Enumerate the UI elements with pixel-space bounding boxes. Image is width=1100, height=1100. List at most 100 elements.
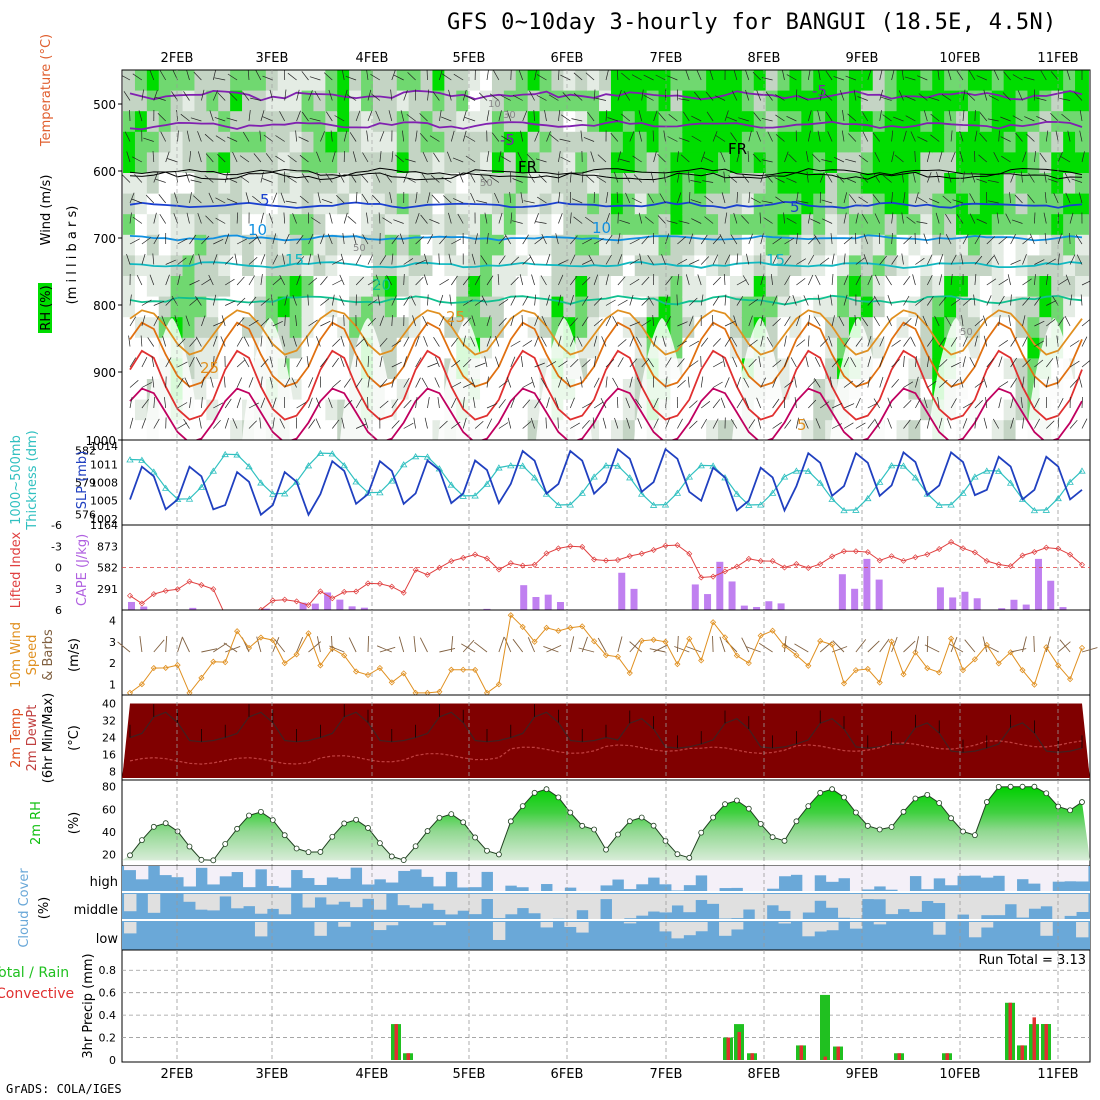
surface-barb <box>153 639 165 653</box>
rh-cell <box>432 379 447 401</box>
rh-cell <box>265 173 280 195</box>
wind-barb <box>784 275 791 286</box>
wind-barb <box>495 335 500 347</box>
wind-barb <box>474 362 486 368</box>
rh-cell <box>694 420 709 440</box>
wind-barb <box>534 237 544 245</box>
wind-barb <box>415 236 424 245</box>
wind-barb <box>946 418 952 429</box>
label-temp2m-unit: (°C) <box>67 725 82 751</box>
wind-barb <box>1064 172 1071 183</box>
wind-barb <box>195 357 202 368</box>
cape-bar <box>299 602 307 610</box>
rh-cell <box>813 317 828 339</box>
wind-barb <box>641 235 650 245</box>
rh-cell <box>182 111 197 133</box>
wind-barb <box>825 111 833 122</box>
wind-barb <box>724 337 732 347</box>
wind-barb <box>545 417 547 429</box>
rh-cell <box>1015 173 1030 195</box>
wind-barb <box>1057 417 1060 429</box>
thickness-marker <box>911 474 920 481</box>
rh-cell <box>218 214 233 236</box>
wind-barb <box>915 257 925 265</box>
wind-barb <box>448 89 452 101</box>
wind-barb <box>262 75 273 81</box>
date-bottom: 9FEB <box>846 1067 879 1082</box>
wind-barb <box>132 216 143 224</box>
isotherm-label: 15 <box>766 251 785 269</box>
wind-barb <box>807 315 811 327</box>
wind-barb <box>1007 274 1011 286</box>
wind-barb <box>569 294 574 306</box>
wind-barb <box>332 380 341 388</box>
rh-label: 50 <box>353 243 366 254</box>
rh-cell <box>634 214 649 236</box>
wind-barb <box>462 276 471 286</box>
wind-barb <box>703 156 714 163</box>
label-lifted-index: Lifted Index <box>9 531 24 608</box>
wind-barb <box>969 193 976 204</box>
rh-cell <box>991 276 1006 298</box>
wind-barb <box>1057 212 1060 224</box>
cape-bar <box>630 588 638 610</box>
rh-cell <box>575 70 590 92</box>
wind-barb <box>595 97 607 101</box>
wind-barb <box>616 70 619 81</box>
wind-barb <box>153 396 156 409</box>
g-precip-frame <box>121 949 1091 1063</box>
li-marker <box>1055 545 1062 552</box>
rh-marker <box>376 840 383 847</box>
wind-barb <box>1021 171 1023 183</box>
rh-marker <box>757 820 764 827</box>
rh-cell <box>123 214 137 236</box>
wind-barb <box>1034 340 1044 347</box>
wind-barb <box>976 178 987 183</box>
wind-barb <box>501 135 511 142</box>
rh-cell <box>896 152 911 174</box>
wind-barb <box>733 70 738 81</box>
wind-barb <box>403 296 410 306</box>
wind-barb <box>998 130 1000 142</box>
rh-cell <box>170 70 185 92</box>
wind-barb <box>439 70 443 81</box>
wind-barb <box>272 320 283 327</box>
wind-barb <box>355 338 365 347</box>
isotherm-label: 5 <box>790 198 800 216</box>
rh-cell <box>134 131 149 154</box>
thickness-marker <box>1054 494 1062 502</box>
cloud-cell <box>445 866 458 872</box>
rh-cell <box>515 420 530 440</box>
wind-barb <box>763 217 773 224</box>
wind-barb <box>510 276 519 286</box>
rh-cell <box>967 296 982 319</box>
wind-barb <box>147 337 155 347</box>
wind-barb <box>362 152 369 163</box>
rh-cell <box>301 193 316 216</box>
wind-barb <box>141 315 146 327</box>
rh-cell <box>718 131 732 154</box>
rh-cell <box>646 255 661 277</box>
wind-barb <box>652 130 654 142</box>
isotherm-label: 20 <box>372 276 391 294</box>
rh-cell <box>194 152 209 174</box>
wind-barb <box>998 381 1009 388</box>
wind-barb <box>1045 130 1049 142</box>
wind-barb <box>434 377 440 388</box>
cape-bar <box>1047 580 1055 610</box>
wind-barb <box>741 173 750 183</box>
rh-cell <box>670 70 685 92</box>
wind-barb <box>384 173 393 183</box>
rh-marker <box>555 794 562 801</box>
wind-barb <box>426 70 428 81</box>
cloud-cell <box>873 894 887 900</box>
rh-cell <box>1003 317 1018 339</box>
isotherm-label: FR <box>728 140 747 158</box>
rh-cell <box>456 234 471 257</box>
cloud-cell <box>1076 894 1089 912</box>
rh-cell <box>1039 255 1054 277</box>
date-top: 11FEB <box>1037 51 1078 66</box>
wind-barb <box>232 418 238 429</box>
rh-cell <box>575 173 590 195</box>
